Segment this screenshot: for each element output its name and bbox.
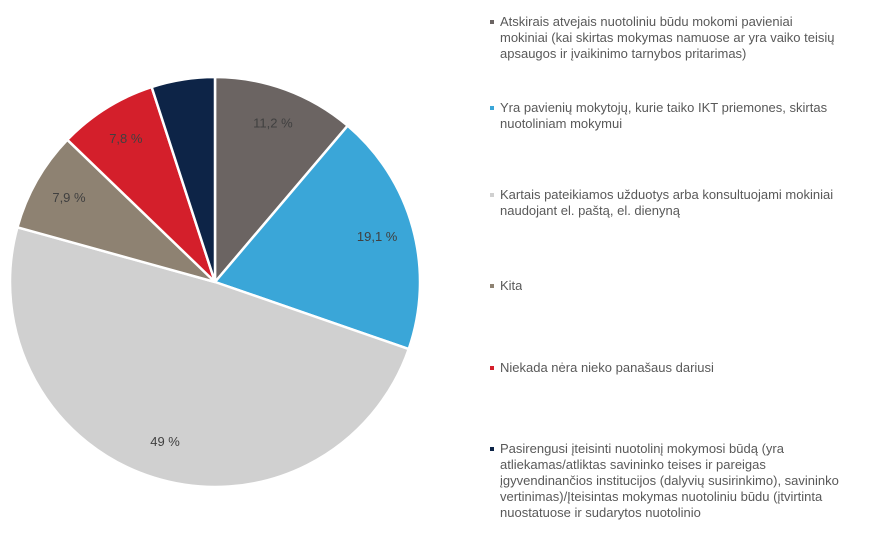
slice-label: 19,1 % [357, 229, 398, 244]
pie-slice [150, 75, 217, 283]
legend-swatch [490, 284, 494, 288]
slice-label: 7,8 % [109, 131, 143, 146]
legend-label: Kartais pateikiamos užduotys arba konsul… [500, 187, 834, 218]
legend-item: Yra pavienių mokytojų, kurie taiko IKT p… [490, 100, 840, 132]
pie-slice [212, 123, 422, 351]
pie-slice [8, 225, 411, 489]
legend-swatch [490, 106, 494, 110]
legend-swatch [490, 193, 494, 197]
legend-swatch [490, 447, 494, 451]
legend-item: Kita [490, 278, 840, 294]
pie-slice [65, 85, 217, 283]
legend-label: Kita [500, 278, 523, 293]
legend-item: Kartais pateikiamos užduotys arba konsul… [490, 187, 840, 219]
legend-label: Niekada nėra nieko panašaus dariusi [500, 360, 714, 375]
pie-slice [213, 75, 350, 286]
legend-label: Pasirengusi įteisinti nuotolinį mokymosi… [500, 441, 839, 520]
slice-label: 11,2 % [253, 116, 293, 131]
legend-swatch [490, 20, 494, 24]
legend-item: Atskirais atvejais nuotoliniu būdu mokom… [490, 14, 840, 62]
pie-chart: 11,2 % 19,1 % 49 % 7,9 % 7,8 % [8, 75, 422, 489]
legend-label: Yra pavienių mokytojų, kurie taiko IKT p… [500, 100, 828, 131]
slice-label: 49 % [150, 434, 180, 449]
slice-label: 7,9 % [52, 190, 86, 205]
pie-slice [15, 138, 216, 284]
legend-item: Niekada nėra nieko panašaus dariusi [490, 360, 840, 376]
legend-swatch [490, 366, 494, 370]
legend-item: Pasirengusi įteisinti nuotolinį mokymosi… [490, 441, 840, 521]
legend-label: Atskirais atvejais nuotoliniu būdu mokom… [500, 14, 835, 61]
